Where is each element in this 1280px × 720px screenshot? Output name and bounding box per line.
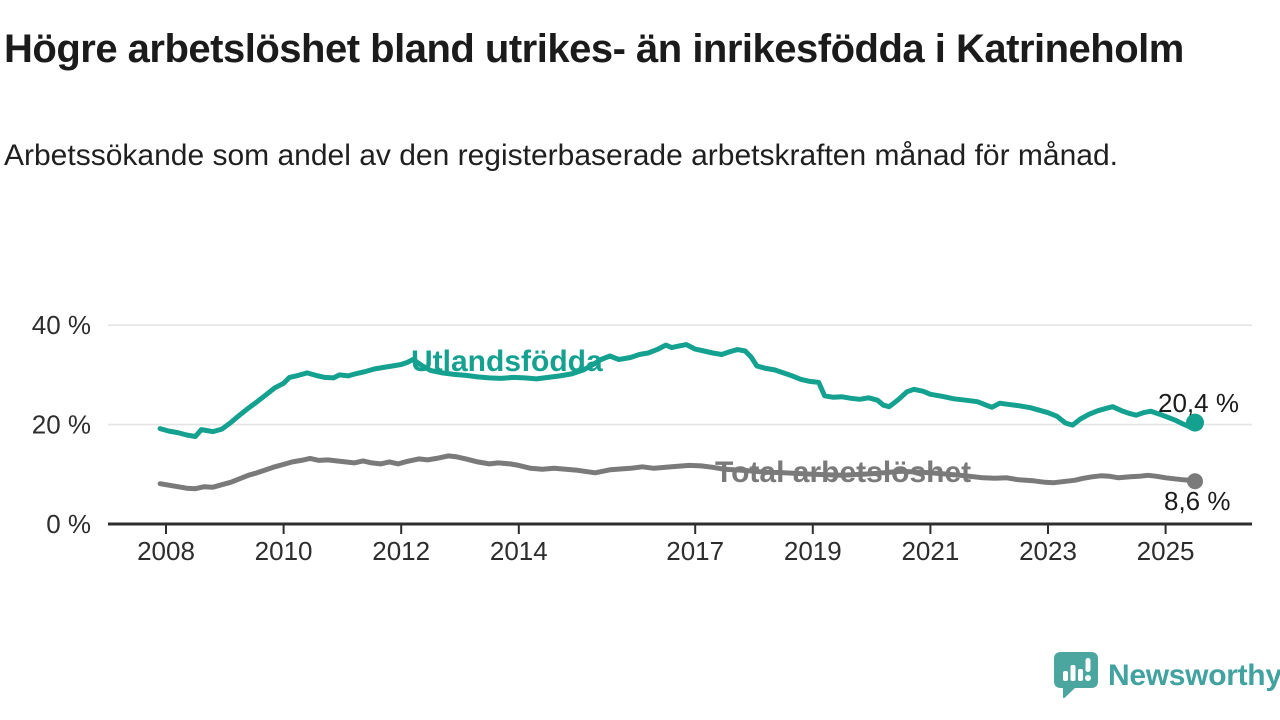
- series-line-utlandsfodda: [157, 342, 1198, 439]
- end-value-label-total-arbetsloshet: 8,6 %: [1164, 486, 1231, 516]
- series-label-total-arbetsloshet: Total arbetslöshet: [715, 456, 972, 489]
- newsworthy-icon: [1054, 652, 1098, 699]
- x-tick-label: 2019: [784, 536, 842, 566]
- page-title: Högre arbetslöshet bland utrikes- än inr…: [4, 27, 1184, 71]
- newsworthy-wordmark: Newsworthy: [1108, 659, 1280, 692]
- newsworthy-logo: Newsworthy: [1052, 650, 1280, 702]
- series-end-dot-total-arbetsloshet: [1187, 473, 1203, 490]
- series-label-utlandsfodda: Utlandsfödda: [411, 345, 603, 378]
- y-tick-label: 0 %: [46, 509, 91, 539]
- x-tick-label: 2014: [490, 536, 548, 566]
- line-chart: 0 % 20 % 40 % 2008 2010 2012 2014 2017 2019 2021 2…: [32, 310, 1252, 566]
- x-tick-label: 2012: [372, 536, 430, 566]
- end-value-label-utlandsfodda: 20,4 %: [1158, 388, 1239, 418]
- chart-header: Högre arbetslöshet bland utrikes- än inr…: [4, 24, 1264, 178]
- series-end-dot-utlandsfodda: [1186, 413, 1204, 432]
- x-tick-label: 2008: [137, 536, 195, 566]
- x-tick-label: 2021: [901, 536, 959, 566]
- chart-area: 0 % 20 % 40 % 2008 2010 2012 2014 2017 2019 2021 2…: [0, 300, 1280, 580]
- series-line-total-arbetsloshet: [157, 453, 1198, 492]
- x-tick-label: 2023: [1019, 536, 1077, 566]
- chart-subtitle: Arbetssökande som andel av den registerb…: [4, 139, 1118, 172]
- y-tick-label: 40 %: [32, 310, 91, 340]
- x-tick-label: 2010: [255, 536, 313, 566]
- y-tick-label: 20 %: [32, 410, 91, 440]
- x-tick-label: 2017: [666, 536, 724, 566]
- x-tick-label: 2025: [1137, 536, 1195, 566]
